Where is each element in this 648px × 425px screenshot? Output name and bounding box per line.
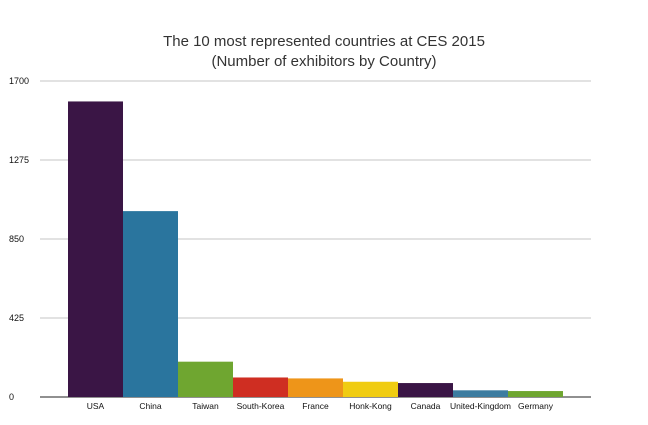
bar-south-korea xyxy=(233,377,288,397)
bar-china xyxy=(123,211,178,397)
y-tick-label: 0 xyxy=(9,392,14,402)
x-tick-label: Honk-Kong xyxy=(349,401,392,411)
bar-honk-kong xyxy=(343,381,398,397)
bar-usa xyxy=(68,101,123,398)
x-tick-label: USA xyxy=(87,401,105,411)
y-tick-label: 1700 xyxy=(9,76,29,86)
chart-title: The 10 most represented countries at CES… xyxy=(163,33,485,50)
bar-united-kingdom xyxy=(453,390,508,397)
x-tick-label: United-Kingdom xyxy=(450,401,511,411)
x-tick-label: Canada xyxy=(411,401,441,411)
y-tick-label: 1275 xyxy=(9,155,29,165)
x-tick-label: China xyxy=(139,401,161,411)
x-tick-label: Germany xyxy=(518,401,554,411)
x-tick-label: Taiwan xyxy=(192,401,219,411)
bar-taiwan xyxy=(178,361,233,397)
bar-france xyxy=(288,378,343,397)
bar-germany xyxy=(508,391,563,397)
x-tick-label: France xyxy=(302,401,329,411)
y-tick-label: 425 xyxy=(9,313,24,323)
chart-subtitle: (Number of exhibitors by Country) xyxy=(211,53,437,70)
bar-canada xyxy=(398,383,453,397)
y-tick-label: 850 xyxy=(9,234,24,244)
x-tick-label: South-Korea xyxy=(237,401,285,411)
